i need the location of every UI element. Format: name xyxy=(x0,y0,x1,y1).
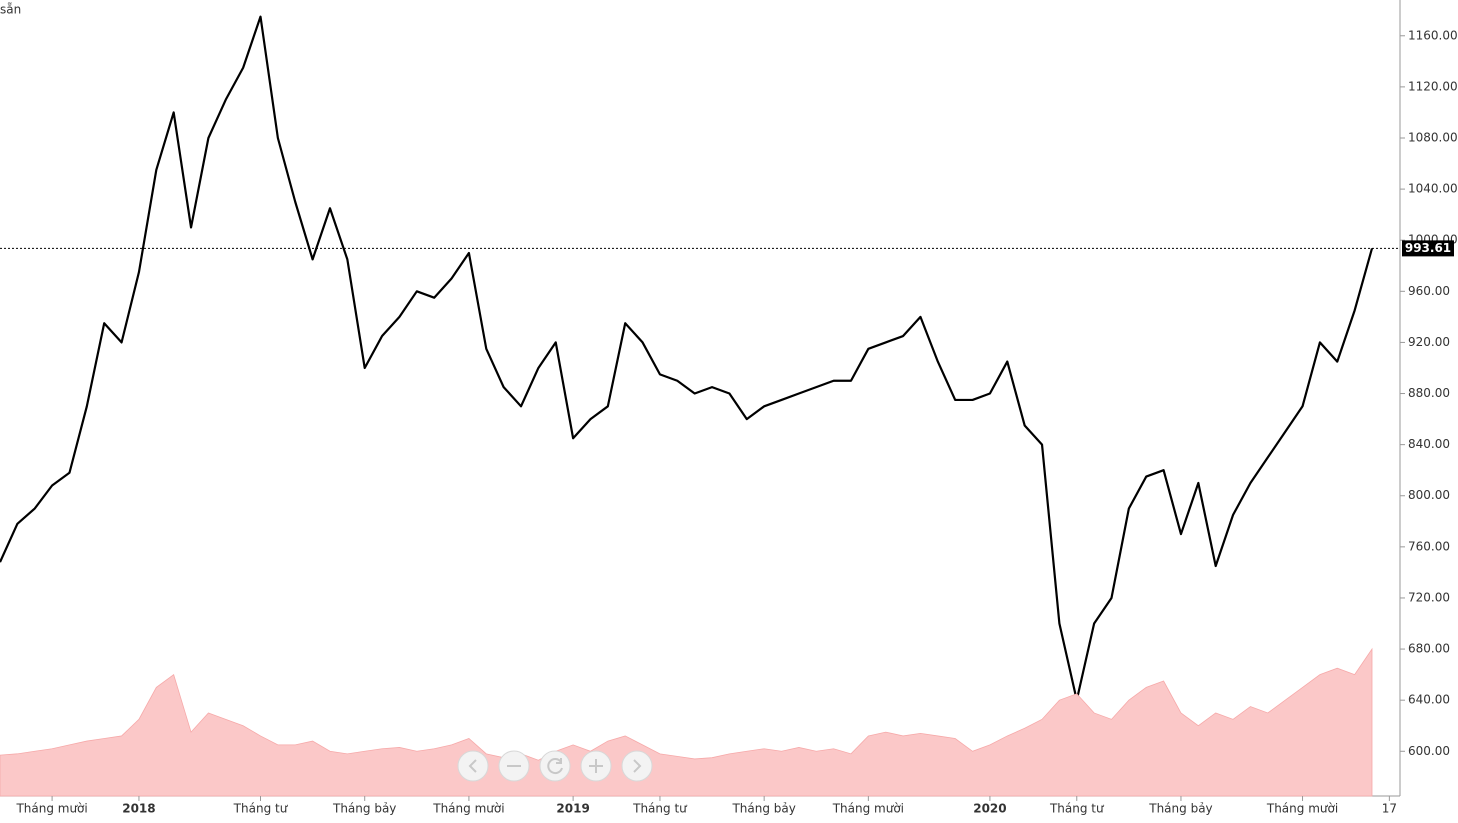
y-tick-label: 720.00 xyxy=(1408,590,1450,604)
scroll-right-button[interactable] xyxy=(621,750,653,782)
scroll-left-button[interactable] xyxy=(457,750,489,782)
x-tick-label: 2020 xyxy=(973,802,1006,816)
navigation xyxy=(457,750,653,782)
zoom-in-button[interactable] xyxy=(580,750,612,782)
y-tick-label: 920.00 xyxy=(1408,335,1450,349)
y-tick-label: 840.00 xyxy=(1408,437,1450,451)
y-tick-label: 880.00 xyxy=(1408,386,1450,400)
x-tick-label: 2018 xyxy=(122,802,155,816)
y-tick-label: 800.00 xyxy=(1408,488,1450,502)
x-tick-label: Tháng bảy xyxy=(1148,802,1212,816)
x-tick-label: Tháng mười xyxy=(432,802,504,816)
last-price-label: 993.61 xyxy=(1405,241,1451,255)
y-tick-label: 1040.00 xyxy=(1408,182,1458,196)
last-price-box xyxy=(1402,240,1454,257)
volume-area xyxy=(0,647,1373,797)
y-tick-label: 1080.00 xyxy=(1408,130,1458,144)
x-tick-label: 17 xyxy=(1382,802,1397,816)
x-tick-label: Tháng bảy xyxy=(731,802,795,816)
x-tick-label: Tháng mười xyxy=(832,802,904,816)
x-tick-label: Tháng tư xyxy=(1049,802,1105,816)
x-tick-label: 2019 xyxy=(556,802,589,816)
y-tick-label: 960.00 xyxy=(1408,284,1450,298)
x-tick-label: Tháng tư xyxy=(632,802,688,816)
price-line xyxy=(0,15,1374,702)
y-tick-label: 1160.00 xyxy=(1408,28,1458,42)
corner-text: sẵn xyxy=(0,3,21,17)
y-tick-label: 600.00 xyxy=(1408,744,1450,758)
y-tick-label: 680.00 xyxy=(1408,642,1450,656)
reset-button[interactable] xyxy=(539,750,571,782)
x-tick-label: Tháng tư xyxy=(233,802,289,816)
y-tick-label: 760.00 xyxy=(1408,539,1450,553)
x-tick-label: Tháng bảy xyxy=(332,802,396,816)
zoom-out-button[interactable] xyxy=(498,750,530,782)
y-tick-label: 1120.00 xyxy=(1408,79,1458,93)
x-tick-label: Tháng mười xyxy=(15,802,87,816)
x-tick-label: Tháng mười xyxy=(1266,802,1338,816)
y-tick-label: 640.00 xyxy=(1408,693,1450,707)
